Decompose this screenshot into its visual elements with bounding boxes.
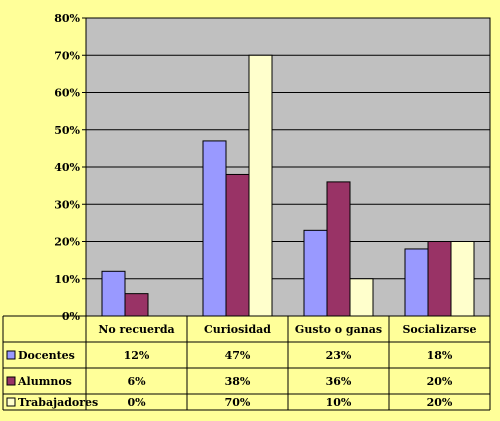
bar-alumnos-2 xyxy=(225,173,250,317)
legend-label: Docentes xyxy=(18,349,75,362)
y-tick-label: 80% xyxy=(54,12,80,25)
data-label: 12% xyxy=(124,349,150,362)
legend-swatch-alumnos xyxy=(6,376,16,386)
bar-alumnos-1 xyxy=(124,293,149,317)
data-label: 38% xyxy=(225,375,251,388)
y-tick-label: 40% xyxy=(54,161,80,174)
bar-docentes-3 xyxy=(303,229,328,317)
y-tick-label: 50% xyxy=(54,124,80,137)
data-label: 0% xyxy=(127,396,146,409)
data-label: 20% xyxy=(427,375,453,388)
bar-trabajadores-4 xyxy=(450,241,475,317)
bar-docentes-1 xyxy=(101,270,126,317)
data-label: 10% xyxy=(326,396,352,409)
bar-docentes-2 xyxy=(202,140,227,317)
bar-trabajadores-2 xyxy=(248,54,273,317)
data-table: No recuerda Curiosidad Gusto o ganas Social… xyxy=(2,315,491,411)
data-label: 70% xyxy=(225,396,251,409)
data-label: 20% xyxy=(427,396,453,409)
category-label: Socializarse xyxy=(402,323,476,336)
bar-trabajadores-3 xyxy=(349,278,374,317)
y-axis: 0%10%20%30%40%50%60%70%80% xyxy=(54,12,86,323)
data-label: 47% xyxy=(225,349,251,362)
y-tick-label: 60% xyxy=(54,87,80,100)
y-tick-label: 30% xyxy=(54,198,80,211)
bar-alumnos-3 xyxy=(326,181,351,317)
data-label: 6% xyxy=(127,375,146,388)
category-label: No recuerda xyxy=(98,323,174,336)
category-label: Gusto o ganas xyxy=(295,323,382,336)
category-label: Curiosidad xyxy=(204,323,271,336)
legend-label: Alumnos xyxy=(17,375,72,388)
legend-swatch-docentes xyxy=(6,350,16,360)
y-tick-label: 70% xyxy=(54,49,80,62)
bar-docentes-4 xyxy=(404,248,429,317)
legend-label: Trabajadores xyxy=(18,396,98,409)
data-label: 36% xyxy=(326,375,352,388)
data-label: 18% xyxy=(427,349,453,362)
legend-swatch-trabajadores xyxy=(6,397,16,407)
data-label: 23% xyxy=(326,349,352,362)
bars xyxy=(101,54,475,317)
y-tick-label: 10% xyxy=(54,273,80,286)
bar-alumnos-4 xyxy=(427,241,452,317)
y-tick-label: 20% xyxy=(54,236,80,249)
